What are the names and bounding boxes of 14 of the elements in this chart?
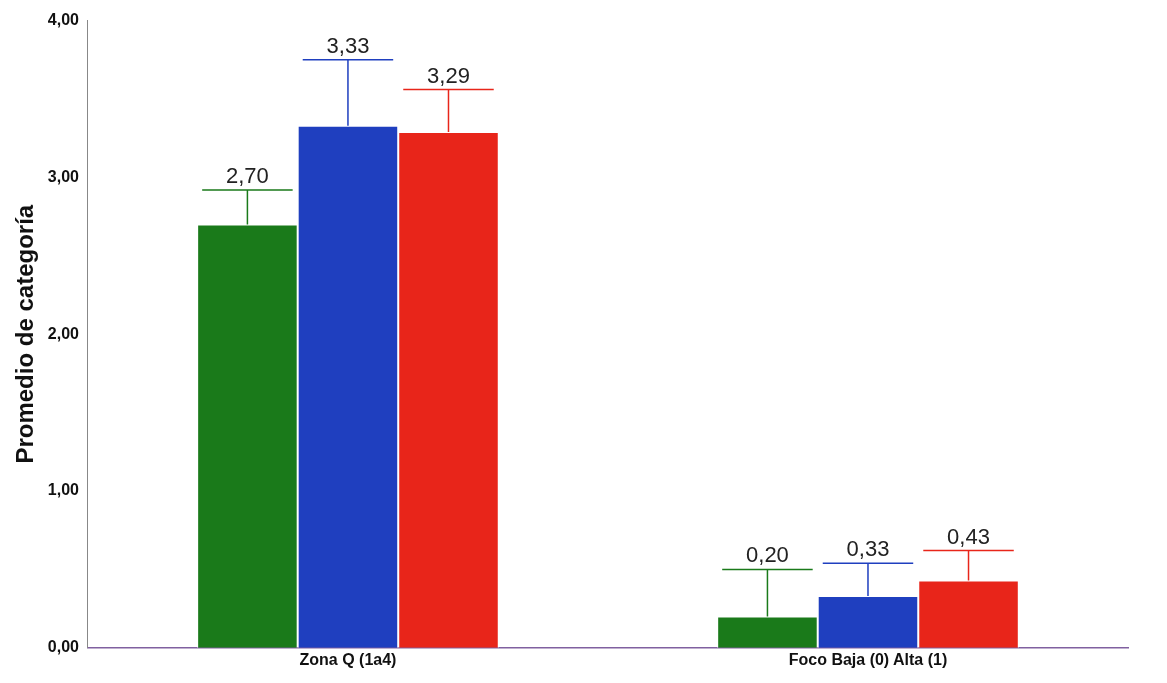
data-label: 0,43 <box>947 523 990 549</box>
x-tick-label: Foco Baja (0) Alta (1) <box>788 650 948 668</box>
data-label: 0,20 <box>746 542 789 568</box>
data-label: 3,33 <box>326 32 370 58</box>
y-tick-label: 3,00 <box>47 167 80 185</box>
y-axis-title: Promedio de categoría <box>11 204 39 464</box>
data-label: 3,29 <box>427 62 470 88</box>
y-tick-label: 2,00 <box>47 324 80 342</box>
x-tick-label: Zona Q (1a4) <box>299 650 397 668</box>
y-tick-label: 4,00 <box>47 11 80 29</box>
y-tick-label: 0,00 <box>47 638 80 656</box>
data-label: 2,70 <box>226 163 269 189</box>
y-tick-label: 1,00 <box>47 481 80 499</box>
data-label: 0,33 <box>846 536 890 562</box>
